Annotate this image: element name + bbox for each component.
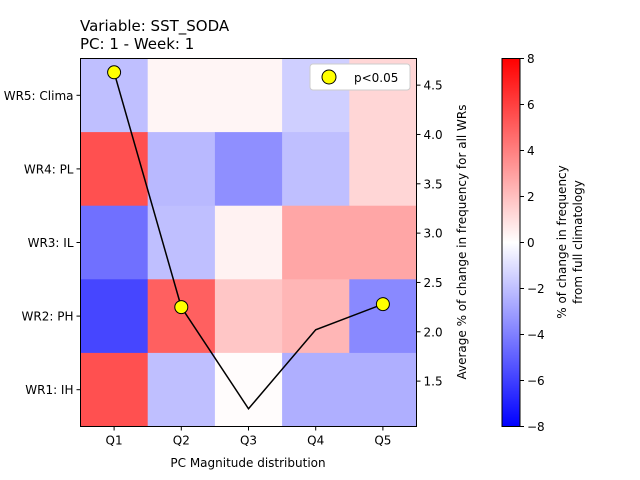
colorbar-tick-label: 6 [527, 98, 535, 112]
chart-title-line2: PC: 1 - Week: 1 [80, 35, 194, 53]
heatmap-cell [81, 206, 149, 280]
right-tick-label: 1.5 [424, 375, 443, 389]
column-tick-label: Q3 [240, 434, 257, 448]
heatmap-cell [282, 353, 350, 427]
right-tick-label: 4.5 [424, 79, 443, 93]
heatmap-cell [215, 279, 283, 353]
heatmap-cell [349, 132, 417, 206]
right-tick-label: 3.5 [424, 177, 443, 191]
right-tick-label: 2.0 [424, 325, 443, 339]
row-axis: WR5: Clima WR4: PL WR3: IL WR2: PH WR1: IH [4, 89, 81, 397]
heatmap-cell [215, 59, 283, 133]
colorbar [502, 59, 520, 427]
x-axis-label: PC Magnitude distribution [170, 456, 325, 470]
right-axis: 1.5 2.0 2.5 3.0 3.5 4.0 4.5 [417, 79, 443, 389]
column-tick-label: Q2 [173, 434, 190, 448]
column-axis: Q1 Q2 Q3 Q4 Q5 [106, 427, 392, 448]
colorbar-tick-label: 0 [527, 236, 535, 250]
row-tick-label: WR3: IL [28, 236, 74, 250]
heatmap-cells [81, 59, 418, 428]
significance-marker [376, 298, 389, 311]
row-tick-label: WR2: PH [22, 310, 74, 324]
heatmap-cell [215, 353, 283, 427]
colorbar-tick-label: −4 [527, 328, 545, 342]
right-tick-label: 4.0 [424, 128, 443, 142]
heatmap-cell [81, 353, 149, 427]
colorbar-tick-label: −8 [527, 420, 545, 434]
colorbar-tick-label: 2 [527, 190, 535, 204]
heatmap-cell [215, 132, 283, 206]
colorbar-tick-label: 4 [527, 144, 535, 158]
right-axis-label: Average % of change in frequency for all… [455, 104, 469, 379]
significance-marker [108, 66, 121, 79]
heatmap-cell [349, 206, 417, 280]
heatmap-cell [148, 206, 216, 280]
heatmap-cell [81, 279, 149, 353]
chart-title-line1: Variable: SST_SODA [80, 17, 230, 36]
row-tick-label: WR5: Clima [4, 89, 74, 103]
heatmap-cell [148, 353, 216, 427]
heatmap-cell [81, 132, 149, 206]
column-tick-label: Q4 [307, 434, 324, 448]
colorbar-label-line2: from full climatology [571, 180, 585, 304]
colorbar-tick-label: −2 [527, 282, 545, 296]
colorbar-axis: −8 −6 −4 −2 0 2 4 6 8 [520, 52, 545, 434]
heatmap-cell [148, 59, 216, 133]
colorbar-label-line1: % of change in frequency [555, 165, 569, 319]
heatmap-cell [349, 279, 417, 353]
heatmap-cell [349, 353, 417, 427]
heatmap-cell [282, 206, 350, 280]
legend-marker [322, 70, 336, 84]
right-tick-label: 3.0 [424, 227, 443, 241]
column-tick-label: Q1 [106, 434, 123, 448]
heatmap-cell [148, 132, 216, 206]
legend-label: p<0.05 [354, 71, 398, 85]
significance-marker [175, 301, 188, 314]
right-tick-label: 2.5 [424, 276, 443, 290]
legend: p<0.05 [310, 64, 410, 90]
row-tick-label: WR1: IH [25, 383, 73, 397]
heatmap-cell [215, 206, 283, 280]
row-tick-label: WR4: PL [24, 162, 74, 176]
heatmap-cell [282, 279, 350, 353]
colorbar-tick-label: −6 [527, 374, 545, 388]
heatmap-cell [282, 132, 350, 206]
column-tick-label: Q5 [374, 434, 391, 448]
colorbar-tick-label: 8 [527, 52, 535, 66]
